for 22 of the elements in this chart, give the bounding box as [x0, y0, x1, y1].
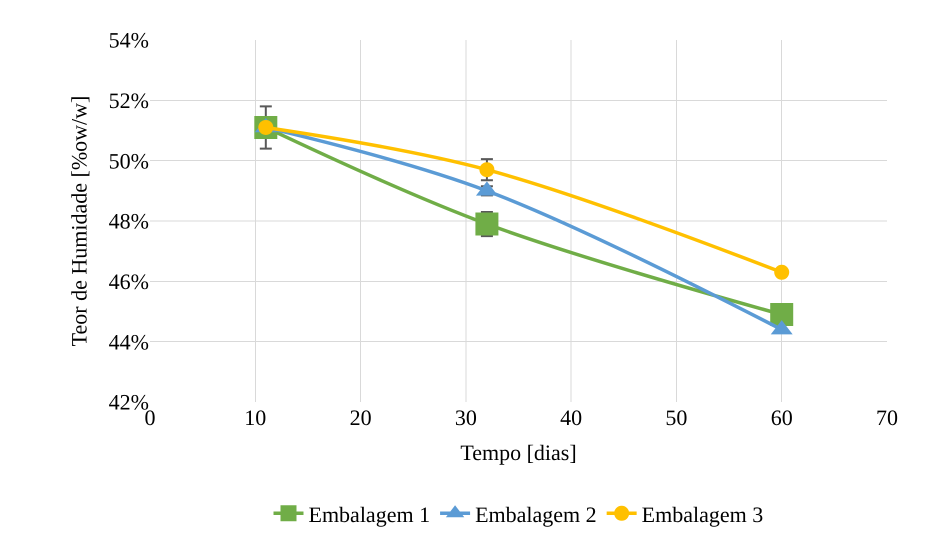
point	[770, 303, 794, 326]
legend-label: Embalagem 2	[475, 502, 597, 527]
point	[479, 162, 494, 178]
point	[475, 212, 498, 236]
x-tick-label: 20	[350, 405, 372, 430]
legend-label: Embalagem 1	[308, 502, 430, 527]
y-tick-label: 54%	[108, 28, 149, 53]
x-tick-label: 30	[454, 405, 477, 430]
x-tick-label: 10	[244, 405, 266, 430]
y-tick-label: 50%	[108, 148, 149, 174]
y-tick-label: 46%	[108, 269, 149, 294]
x-tick-label: 70	[876, 405, 898, 430]
y-tick-label: 48%	[108, 208, 149, 234]
x-axis-title: Tempo [dias]	[460, 440, 577, 465]
y-tick-label: 52%	[108, 88, 149, 114]
y-tick-label: 44%	[108, 329, 149, 354]
x-tick-label: 50	[665, 405, 688, 430]
x-tick-label: 60	[770, 405, 793, 430]
x-tick-label: 40	[560, 405, 582, 430]
y-axis-title: Teor de Humidade [%ow/w]	[66, 96, 92, 346]
legend-label: Embalagem 3	[642, 502, 764, 527]
point	[774, 264, 790, 280]
